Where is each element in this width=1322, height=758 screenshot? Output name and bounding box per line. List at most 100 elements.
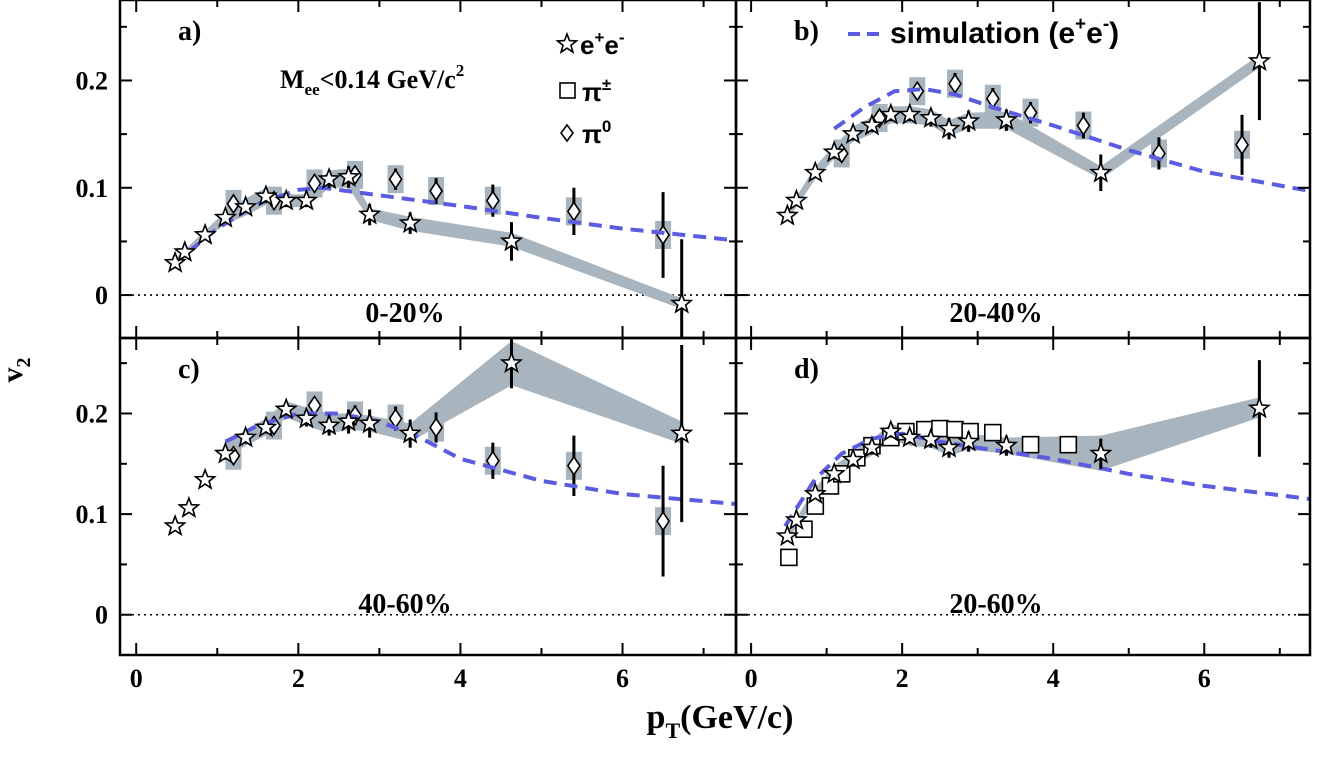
pi0-marker <box>226 193 241 215</box>
ee-marker <box>1247 396 1272 419</box>
panel-d: 0 2 4 6 d) 20-60% <box>734 336 1312 693</box>
ee-marker <box>898 102 922 125</box>
pipm-marker <box>780 548 798 567</box>
y-tick-label: 0.2 <box>76 66 109 95</box>
ee-marker <box>163 250 187 273</box>
legend-pi0-text: π0 <box>582 117 611 149</box>
ee-marker <box>317 413 341 436</box>
panel-label: d) <box>794 354 819 385</box>
legend-ee: e+e- <box>555 28 625 60</box>
centrality-label: 20-40% <box>949 298 1042 329</box>
pipm-marker <box>1021 435 1040 454</box>
legend-pipm-text: π± <box>582 75 611 107</box>
ee-marker <box>775 524 800 547</box>
pi0-marker <box>566 455 581 477</box>
ee-marker <box>822 461 846 484</box>
legend: e+e- π± π0 <box>555 28 625 149</box>
panel-a-plot-area <box>120 160 736 338</box>
simulation-curve <box>833 87 1310 193</box>
legend-simulation: simulation (e+e-) <box>848 14 1119 50</box>
ee-marker <box>1089 441 1113 464</box>
pi0-marker <box>429 180 444 202</box>
x-tick-label: 4 <box>454 664 467 693</box>
ee-marker <box>233 425 258 448</box>
pipm-marker <box>946 420 964 439</box>
ee-systematic-band <box>787 54 1260 221</box>
ee-marker <box>879 102 903 125</box>
ee-marker <box>398 421 422 444</box>
panel-c-plot-area <box>120 338 736 616</box>
pipm-marker <box>931 419 949 438</box>
ee-marker <box>937 435 961 458</box>
pi0-marker <box>1235 134 1249 156</box>
ee-marker <box>956 109 981 132</box>
ee-marker <box>173 239 197 263</box>
centrality-label: 40-60% <box>358 589 451 620</box>
ee-marker <box>357 202 382 225</box>
ee-marker <box>841 447 865 470</box>
panel-label: c) <box>178 354 200 385</box>
pipm-marker <box>1059 435 1078 454</box>
ee-marker <box>317 166 341 190</box>
pi0-marker <box>1076 115 1091 136</box>
x-tick-label: 4 <box>1047 664 1060 693</box>
ee-marker <box>841 121 865 145</box>
ee-marker <box>294 188 319 211</box>
x-tick-label: 0 <box>745 664 758 693</box>
ee-marker <box>177 495 201 519</box>
ee-marker <box>860 435 884 458</box>
ee-marker <box>994 433 1019 456</box>
ee-marker <box>274 188 298 211</box>
ee-marker <box>670 291 694 314</box>
panel-label: b) <box>794 16 819 47</box>
x-tick-label: 2 <box>292 664 305 693</box>
y-tick-label: 0 <box>95 281 108 310</box>
ee-marker <box>294 406 319 429</box>
ee-marker <box>670 421 694 444</box>
ee-marker <box>1247 48 1272 72</box>
centrality-label: 20-60% <box>949 589 1042 620</box>
ee-marker <box>499 350 524 374</box>
y-tick-label: 0.1 <box>76 500 109 529</box>
mass-cut-label: Mee<0.14 GeV/c2 <box>280 61 464 99</box>
ee-marker <box>994 107 1019 131</box>
ee-marker <box>213 441 238 464</box>
ee-marker <box>822 140 846 163</box>
y-axis-label: v2 <box>0 358 35 383</box>
ee-marker <box>860 113 884 136</box>
ee-marker <box>784 188 809 211</box>
ee-marker <box>937 116 961 139</box>
ee-marker <box>879 419 903 442</box>
ee-marker <box>775 203 800 226</box>
ee-marker <box>357 411 382 434</box>
panels-layer: 0 0.1 0.2 a) 0-20% b) 20-40% 0 0.1 0.2 0 2 4 6 c) 40-60… <box>76 0 1312 693</box>
ee-marker <box>919 427 943 450</box>
ee-marker <box>803 481 827 504</box>
ee-marker <box>499 229 524 252</box>
ee-marker <box>254 415 278 438</box>
ee-marker <box>193 222 217 245</box>
x-tick-label: 0 <box>130 664 143 693</box>
panel-label: a) <box>178 16 201 47</box>
x-axis-label: pT(GeV/c) <box>647 699 794 743</box>
legend-star-marker <box>555 31 579 54</box>
panel-b: b) 20-40% <box>734 0 1312 340</box>
legend-ee-text: e+e- <box>580 28 625 60</box>
pi0-marker <box>656 510 671 532</box>
ee-marker <box>956 429 981 452</box>
ee-marker <box>784 507 809 531</box>
pi0-marker <box>307 173 322 194</box>
legend-pipm: π± <box>559 75 611 107</box>
x-tick-label: 6 <box>616 664 629 693</box>
panel-frame <box>734 336 1312 657</box>
ee-systematic-band <box>225 341 682 459</box>
panel-c: 0 0.1 0.2 0 2 4 6 c) 40-60% <box>76 336 738 693</box>
panel-a: 0 0.1 0.2 a) 0-20% <box>76 0 738 340</box>
ee-marker <box>336 164 361 187</box>
ee-marker <box>193 467 217 490</box>
ee-marker <box>213 205 238 228</box>
y-tick-label: 0.2 <box>76 399 109 428</box>
x-tick-label: 2 <box>896 664 909 693</box>
simulation-curve <box>783 431 1310 528</box>
